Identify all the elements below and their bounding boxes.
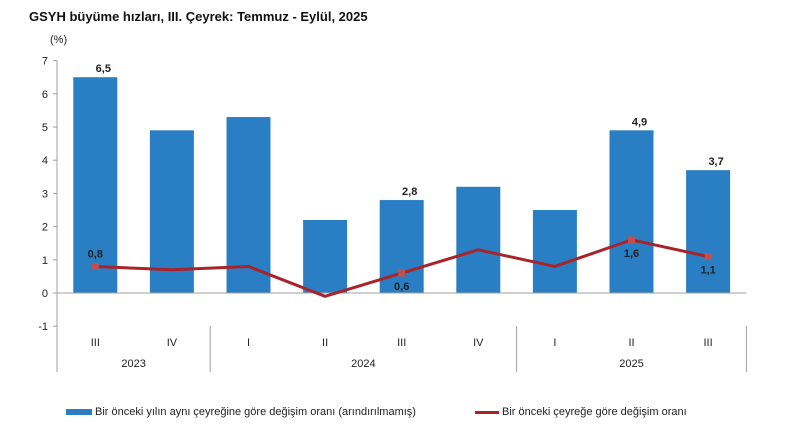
line-value-label: 1,6 <box>624 248 639 260</box>
y-tick-label: 3 <box>42 188 48 200</box>
x-category-label: III <box>397 337 406 349</box>
line-value-label: 1,1 <box>700 264 715 276</box>
x-group-label: 2023 <box>121 358 145 370</box>
bar-value-label: 6,5 <box>96 63 111 75</box>
bar-swatch-icon <box>66 409 92 415</box>
y-axis-unit: (%) <box>50 34 68 46</box>
bar <box>149 130 194 293</box>
x-category-label: II <box>628 337 634 349</box>
bar <box>303 219 348 293</box>
x-category-label: II <box>322 337 328 349</box>
x-category-label: I <box>247 337 250 349</box>
line-marker <box>628 236 635 244</box>
y-tick-label: -1 <box>38 321 48 333</box>
legend-item-bar: Bir önceki yılın aynı çeyreğine göre değ… <box>66 406 416 418</box>
x-category-label: III <box>704 337 713 349</box>
x-group-label: 2024 <box>351 358 375 370</box>
line-value-label: 0,8 <box>88 248 103 260</box>
line-marker <box>91 262 99 270</box>
y-tick-label: 1 <box>42 255 48 267</box>
line-marker <box>398 269 406 277</box>
y-tick-label: 6 <box>42 89 48 101</box>
bar-value-label: 3,7 <box>708 156 723 168</box>
y-tick-label: 2 <box>42 222 48 234</box>
x-group-label: 2025 <box>619 358 643 370</box>
legend-bar-label: Bir önceki yılın aynı çeyreğine göre değ… <box>95 406 416 418</box>
y-tick-label: 7 <box>42 56 48 68</box>
legend-line-label: Bir önceki çeyreğe göre değişim oranı <box>502 406 687 418</box>
bar <box>226 117 271 293</box>
bar <box>73 77 118 293</box>
x-category-label: III <box>91 337 100 349</box>
bar <box>686 170 731 293</box>
x-category-label: IV <box>473 337 484 349</box>
chart-title: GSYH büyüme hızları, III. Çeyrek: Temmuz… <box>29 9 368 24</box>
legend-item-line: Bir önceki çeyreğe göre değişim oranı <box>475 406 687 418</box>
line-marker <box>704 252 712 260</box>
line-value-label: 0,6 <box>394 281 409 293</box>
y-tick-label: 0 <box>42 288 48 300</box>
line-swatch-icon <box>475 410 499 414</box>
x-category-label: IV <box>167 337 178 349</box>
y-tick-label: 5 <box>42 122 48 134</box>
bar <box>456 186 501 293</box>
y-tick-label: 4 <box>42 155 48 167</box>
bar <box>532 210 577 293</box>
bar <box>609 130 654 293</box>
bar-value-label: 4,9 <box>632 116 647 128</box>
x-category-label: I <box>553 337 556 349</box>
bar-value-label: 2,8 <box>402 186 417 198</box>
